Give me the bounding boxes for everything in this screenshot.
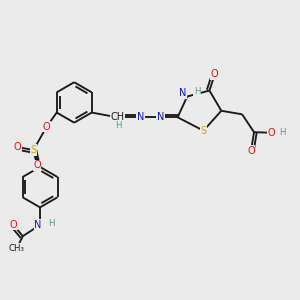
- Text: S: S: [30, 145, 37, 155]
- Text: N: N: [34, 220, 42, 230]
- Text: O: O: [10, 220, 17, 230]
- Text: N: N: [179, 88, 187, 98]
- Text: O: O: [267, 128, 275, 138]
- Text: CH₃: CH₃: [9, 244, 25, 253]
- Text: O: O: [247, 146, 255, 156]
- Text: H: H: [194, 87, 200, 96]
- Text: N: N: [157, 112, 164, 122]
- Text: O: O: [33, 160, 41, 170]
- Text: H: H: [115, 121, 121, 130]
- Text: H: H: [279, 128, 286, 137]
- Text: H: H: [48, 219, 54, 228]
- Text: O: O: [211, 69, 219, 79]
- Text: O: O: [43, 122, 50, 132]
- Text: S: S: [200, 126, 207, 136]
- Text: O: O: [13, 142, 21, 152]
- Text: CH: CH: [110, 112, 124, 122]
- Text: N: N: [137, 112, 144, 122]
